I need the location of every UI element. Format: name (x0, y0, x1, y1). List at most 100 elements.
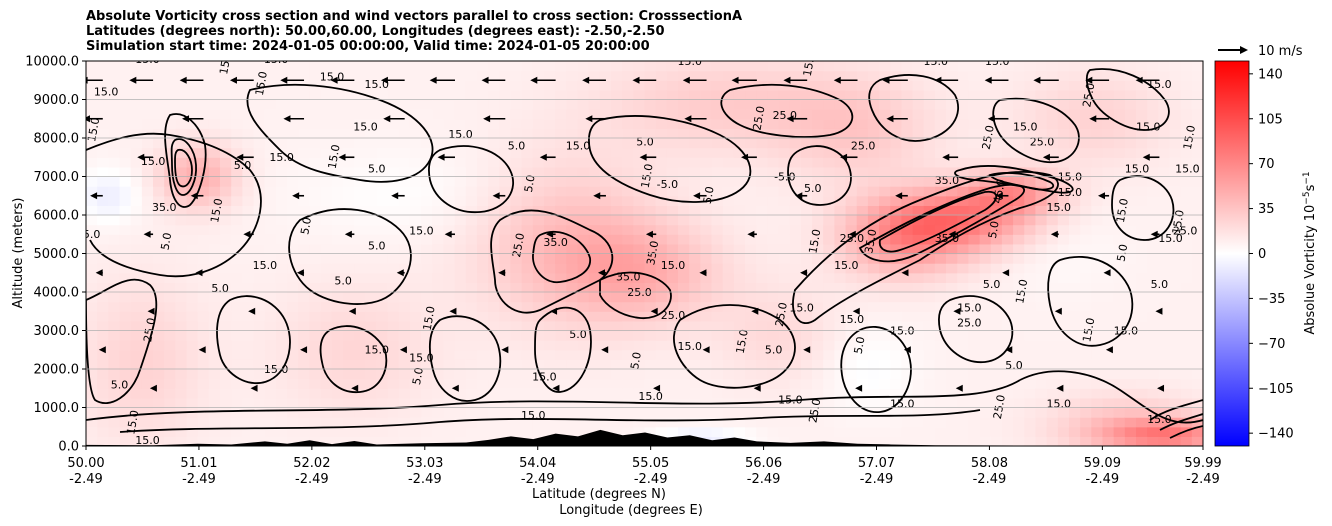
heatmap-cell (778, 263, 791, 274)
heatmap-cell (901, 436, 914, 446)
heatmap-cell (320, 176, 333, 187)
heatmap-cell (409, 243, 422, 255)
heatmap-cell (1124, 330, 1137, 341)
heatmap-cell (175, 157, 188, 168)
heatmap-cell (220, 128, 232, 139)
heatmap-cell (86, 417, 98, 428)
heatmap-cell (934, 157, 947, 168)
contour-label: 15.0 (326, 143, 343, 169)
heatmap-cell (1001, 224, 1014, 235)
heatmap-cell (1191, 157, 1203, 168)
wind-vector (243, 230, 254, 238)
heatmap-cell (108, 340, 121, 351)
heatmap-cell (1080, 253, 1092, 264)
heatmap-cell (756, 215, 768, 226)
heatmap-cell (1124, 320, 1137, 332)
wind-vector (593, 192, 606, 200)
heatmap-cell (220, 378, 232, 389)
heatmap-cell (275, 330, 288, 341)
heatmap-cell (867, 205, 880, 216)
heatmap-cell (711, 80, 724, 91)
heatmap-cell (208, 388, 221, 399)
heatmap-cell (1068, 426, 1081, 437)
heatmap-cell (1124, 292, 1137, 303)
heatmap-cell (901, 61, 914, 72)
heatmap-cell (1158, 292, 1171, 303)
heatmap-cell (287, 99, 299, 110)
heatmap-cell (376, 166, 389, 178)
heatmap-cell (800, 99, 813, 110)
heatmap-cell (957, 417, 970, 428)
heatmap-cell (879, 292, 891, 303)
heatmap-cell (610, 61, 623, 72)
heatmap-cell (409, 340, 422, 351)
heatmap-cell (823, 166, 835, 178)
heatmap-cell (421, 369, 433, 380)
wind-vector (129, 76, 154, 84)
heatmap-cell (376, 359, 389, 370)
heatmap-cell (823, 138, 835, 149)
heatmap-cell (678, 99, 690, 110)
heatmap-cell (320, 128, 333, 139)
heatmap-cell (119, 205, 132, 216)
heatmap-cell (890, 436, 903, 446)
heatmap-cell (532, 99, 545, 110)
heatmap-cell (890, 349, 903, 360)
heatmap-cell (901, 369, 914, 380)
heatmap-cell (86, 99, 98, 110)
heatmap-cell (208, 128, 221, 139)
heatmap-cell (175, 215, 188, 226)
heatmap-cell (521, 80, 534, 91)
contour-label: 15.0 (320, 70, 345, 83)
heatmap-cell (153, 388, 165, 399)
heatmap-cell (1147, 215, 1159, 226)
heatmap-cell (733, 263, 746, 274)
heatmap-cell (800, 407, 813, 418)
heatmap-cell (510, 253, 523, 264)
heatmap-cell (465, 138, 478, 149)
heatmap-cell (275, 176, 288, 187)
heatmap-cell (756, 186, 768, 197)
heatmap-cell (197, 407, 210, 418)
heatmap-cell (253, 388, 266, 399)
heatmap-cell (119, 186, 132, 197)
heatmap-cell (275, 89, 288, 101)
heatmap-cell (1001, 61, 1014, 72)
heatmap-cell (1024, 369, 1037, 380)
heatmap-cell (1158, 282, 1171, 293)
heatmap-cell (108, 253, 121, 264)
heatmap-cell (879, 301, 891, 312)
heatmap-cell (722, 417, 735, 428)
heatmap-cell (499, 186, 512, 197)
heatmap-cell (510, 407, 523, 418)
heatmap-cell (141, 118, 154, 129)
heatmap-cell (1102, 320, 1115, 332)
wind-vector (229, 76, 254, 84)
heatmap-cell (476, 118, 489, 129)
heatmap-cell (119, 301, 132, 312)
heatmap-cell (208, 118, 221, 129)
heatmap-cell (409, 253, 422, 264)
heatmap-cell (141, 320, 154, 332)
heatmap-cell (220, 205, 232, 216)
heatmap-cell (275, 215, 288, 226)
heatmap-cell (1035, 340, 1048, 351)
heatmap-cell (454, 224, 467, 235)
heatmap-cell (320, 195, 333, 206)
heatmap-cell (465, 426, 478, 437)
heatmap-cell (331, 301, 344, 312)
heatmap-cell (1068, 369, 1081, 380)
heatmap-cell (164, 215, 176, 226)
heatmap-cell (197, 397, 210, 409)
heatmap-cell (1158, 80, 1171, 91)
heatmap-cell (320, 349, 333, 360)
heatmap-cell (800, 426, 813, 437)
heatmap-cell (1068, 176, 1081, 187)
heatmap-cell (119, 118, 132, 129)
heatmap-cell (1135, 292, 1148, 303)
heatmap-cell (1102, 436, 1115, 446)
heatmap-cell (1147, 89, 1159, 101)
heatmap-cell (934, 224, 947, 235)
heatmap-cell (1013, 61, 1025, 72)
heatmap-cell (1124, 253, 1137, 264)
